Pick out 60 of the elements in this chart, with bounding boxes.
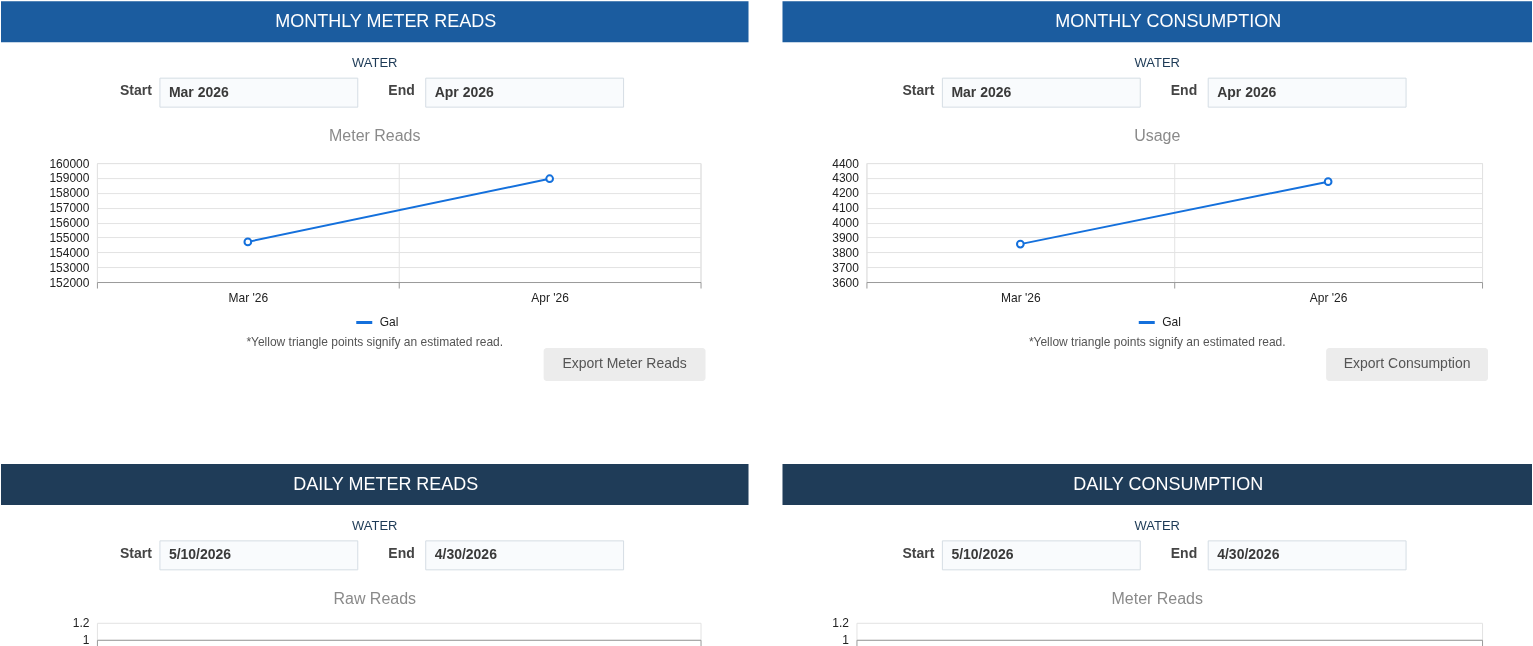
y-tick-label: 1.2 [72, 616, 90, 631]
text: *Yellow triangle points signify an estimated read. [1028, 334, 1286, 349]
chart-title: MONTHLY CONSUMPTION [1055, 11, 1282, 32]
y-tick-label: 1.2 [832, 616, 850, 631]
y-tick-label: 152000 [49, 275, 90, 290]
text: Apr 2026 [1217, 83, 1277, 100]
y-tick-label: 159000 [49, 171, 90, 186]
y-tick-label: 155000 [49, 230, 90, 245]
text: 5/10/2026 [951, 546, 1014, 563]
text: End [388, 544, 415, 561]
x-tick-label: Apr '26 [531, 290, 570, 305]
chart-subtitle: Raw Reads [333, 589, 417, 607]
text: 4/30/2026 [1217, 546, 1280, 563]
y-tick-label: 1 [842, 633, 850, 646]
text: *Yellow triangle points signify an estimated read. [246, 334, 504, 349]
y-tick-label: 157000 [49, 201, 90, 216]
y-tick-label: 4400 [832, 156, 860, 171]
y-tick-label: 4100 [832, 201, 860, 216]
text: Mar 2026 [951, 83, 1012, 100]
x-tick-label: Apr '26 [1309, 290, 1348, 305]
legend-label: Gal [1162, 315, 1181, 330]
y-tick-label: 160000 [49, 156, 90, 171]
text: Start [120, 544, 153, 561]
text: Mar 2026 [168, 83, 229, 100]
y-tick-label: 3900 [832, 230, 860, 245]
y-tick-label: 3800 [832, 245, 860, 260]
text: End [388, 82, 415, 99]
text: Start [902, 544, 935, 561]
text: 5/10/2026 [168, 546, 232, 563]
text: Export Consumption [1343, 355, 1471, 372]
text: Export Meter Reads [562, 355, 687, 372]
text: End [1170, 82, 1198, 99]
y-tick-label: 1 [82, 633, 90, 646]
x-tick-label: Mar '26 [1001, 290, 1041, 305]
y-tick-label: 4300 [832, 171, 860, 186]
text: WATER [352, 517, 398, 533]
chart-subtitle: Usage [1134, 127, 1181, 145]
chart-title: DAILY CONSUMPTION [1073, 473, 1264, 494]
y-tick-label: 4200 [832, 186, 860, 201]
chart-title: DAILY METER READS [293, 473, 479, 494]
text: End [1170, 544, 1198, 561]
chart-subtitle: Meter Reads [1111, 589, 1203, 607]
text: WATER [1134, 517, 1180, 533]
y-tick-label: 154000 [49, 245, 90, 260]
y-tick-label: 3700 [832, 260, 860, 275]
text: Start [120, 82, 153, 99]
text: Apr 2026 [434, 83, 495, 100]
text: Start [902, 82, 935, 99]
y-tick-label: 156000 [49, 216, 90, 231]
y-tick-label: 153000 [49, 260, 90, 275]
y-tick-label: 3600 [832, 275, 860, 290]
x-tick-label: Mar '26 [228, 290, 269, 305]
legend-label: Gal [379, 315, 399, 330]
text: WATER [352, 55, 398, 71]
text: WATER [1134, 55, 1180, 71]
text: 4/30/2026 [434, 546, 498, 563]
y-tick-label: 4000 [832, 216, 860, 231]
chart-title: MONTHLY METER READS [275, 11, 497, 32]
chart-subtitle: Meter Reads [329, 127, 421, 145]
y-tick-label: 158000 [49, 186, 90, 201]
